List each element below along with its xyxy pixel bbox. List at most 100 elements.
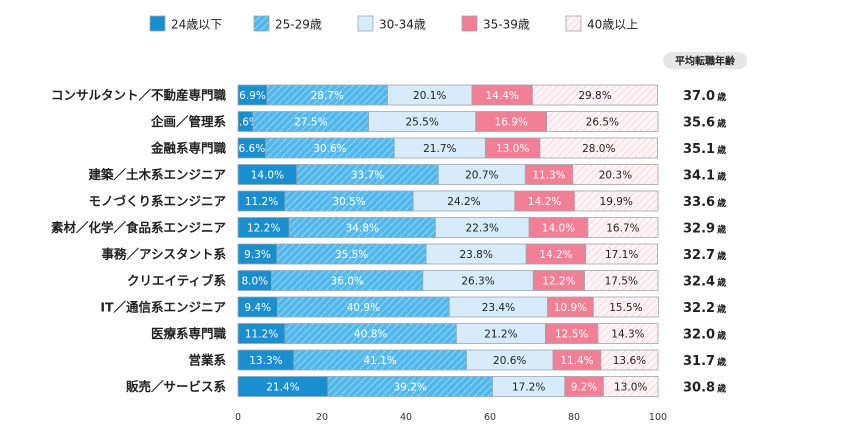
bar-segment bbox=[592, 296, 659, 318]
bar-row: IT／通信系エンジニア 9.4% 40.9% 23.4% 10.9% 15.5% 32.2 歳 bbox=[100, 296, 726, 318]
legend-item: 30-34歳 bbox=[357, 15, 426, 32]
avg-age-header-bg bbox=[663, 52, 747, 69]
data-label: 28.7% bbox=[311, 90, 344, 102]
data-label: 30.6% bbox=[313, 143, 346, 155]
category-label: 企画／管理系 bbox=[150, 114, 227, 129]
avg-age-header: 平均転職年齢 bbox=[675, 55, 736, 68]
data-label: 15.5% bbox=[609, 302, 642, 314]
bar-segment bbox=[585, 243, 658, 265]
data-label: 12.2% bbox=[542, 276, 575, 288]
data-label: 20.3% bbox=[599, 170, 632, 182]
data-label: 9.4% bbox=[244, 302, 271, 314]
data-label: 9.3% bbox=[244, 249, 271, 261]
bar-row: モノづくり系エンジニア 11.2% 30.5% 24.2% 14.2% 19.9% 33.6… bbox=[88, 190, 726, 212]
bar-row: クリエイティブ系 8.0% 36.0% 26.3% 12.2% 17.5% 32.4 歳 bbox=[127, 270, 726, 291]
data-label: 12.5% bbox=[555, 329, 588, 341]
data-label: 41.1% bbox=[363, 355, 396, 367]
bar-segment bbox=[597, 323, 659, 344]
legend-item: 25-29歳 bbox=[253, 15, 322, 32]
bar-segment bbox=[587, 217, 659, 238]
legend-swatch bbox=[461, 15, 478, 32]
data-label: 21.2% bbox=[484, 329, 517, 341]
avg-age-unit: 歳 bbox=[716, 144, 726, 156]
category-label: 営業系 bbox=[188, 353, 226, 368]
data-label: 13.6% bbox=[613, 355, 646, 367]
data-label: 6.9% bbox=[239, 90, 266, 102]
data-label: 13.0% bbox=[496, 143, 529, 155]
bar-row: 医療系専門職 11.2% 40.8% 21.2% 12.5% 14.3% 32.0 歳 bbox=[151, 323, 726, 344]
legend-swatch bbox=[149, 15, 166, 32]
data-label: 25.5% bbox=[405, 117, 438, 129]
avg-age-unit: 歳 bbox=[716, 224, 726, 236]
bar-row: 企画／管理系 3.6% 27.5% 25.5% 16.9% 26.5% 35.6 歳 bbox=[150, 111, 726, 132]
bar-row: コンサルタント／不動産専門職 6.9% 28.7% 20.1% 14.4% 29.8% 37… bbox=[51, 84, 726, 106]
avg-age-value: 32.2 歳 bbox=[683, 301, 726, 316]
data-label: 36.0% bbox=[331, 276, 364, 288]
data-label: 16.7% bbox=[606, 223, 639, 235]
avg-age-unit: 歳 bbox=[716, 303, 726, 315]
category-label: クリエイティブ系 bbox=[127, 273, 227, 288]
data-label: 28.0% bbox=[582, 143, 615, 155]
data-label: 14.4% bbox=[486, 90, 519, 102]
avg-age-value: 32.9 歳 bbox=[683, 222, 726, 237]
data-label: 14.0% bbox=[251, 170, 284, 182]
data-label: 21.4% bbox=[266, 382, 299, 394]
data-label: 11.4% bbox=[560, 355, 593, 367]
bar-row: 営業系 13.3% 41.1% 20.6% 11.4% 13.6% 31.7 歳 bbox=[188, 349, 726, 371]
category-label: 建築／土木系エンジニア bbox=[88, 167, 226, 182]
x-tick-label: 0 bbox=[235, 412, 241, 423]
avg-age-unit: 歳 bbox=[716, 171, 726, 183]
bar-row: 素材／化学／食品系エンジニア 12.2% 34.8% 22.3% 14.0% 16.7% 3… bbox=[51, 217, 726, 238]
avg-age-unit: 歳 bbox=[716, 356, 726, 368]
legend-label: 40歳以上 bbox=[587, 18, 638, 32]
bar-segment bbox=[572, 164, 659, 185]
bar-row: 建築／土木系エンジニア 14.0% 33.7% 20.7% 11.3% 20.3% 34.1… bbox=[88, 164, 726, 185]
bar-segment bbox=[546, 111, 659, 132]
data-label: 13.0% bbox=[614, 382, 647, 394]
avg-age-value: 35.6 歳 bbox=[683, 116, 726, 131]
legend-label: 24歳以下 bbox=[171, 18, 222, 32]
data-label: 20.7% bbox=[465, 170, 498, 182]
data-label: 24.2% bbox=[447, 196, 480, 208]
data-label: 11.3% bbox=[532, 170, 565, 182]
legend-item: 35-39歳 bbox=[461, 15, 530, 32]
data-label: 14.3% bbox=[611, 329, 644, 341]
chart-rows: コンサルタント／不動産専門職 6.9% 28.7% 20.1% 14.4% 29.8% 37… bbox=[51, 84, 726, 397]
category-label: IT／通信系エンジニア bbox=[100, 300, 226, 315]
bar-segment bbox=[603, 376, 659, 397]
category-label: モノづくり系エンジニア bbox=[88, 194, 226, 209]
data-label: 26.5% bbox=[586, 117, 619, 129]
category-label: 素材／化学／食品系エンジニア bbox=[51, 220, 226, 235]
legend-item: 24歳以下 bbox=[149, 15, 222, 32]
data-label: 16.9% bbox=[495, 117, 528, 129]
data-label: 27.5% bbox=[294, 117, 327, 129]
avg-age-value: 35.1 歳 bbox=[683, 142, 726, 157]
legend: 24歳以下 25-29歳 30-34歳 35-39歳 40歳以上 bbox=[149, 15, 638, 32]
legend-label: 30-34歳 bbox=[379, 18, 426, 32]
category-label: 医療系専門職 bbox=[151, 326, 227, 341]
data-label: 10.9% bbox=[554, 302, 587, 314]
data-label: 33.7% bbox=[351, 170, 384, 182]
bar-segment bbox=[532, 84, 658, 106]
legend-label: 25-29歳 bbox=[275, 18, 322, 32]
avg-age-unit: 歳 bbox=[716, 250, 726, 262]
avg-age-value: 33.6 歳 bbox=[683, 195, 726, 210]
data-label: 34.8% bbox=[346, 223, 379, 235]
data-label: 11.2% bbox=[245, 329, 278, 341]
data-label: 23.4% bbox=[482, 302, 515, 314]
bar-row: 事務／アシスタント系 9.3% 35.5% 23.8% 14.2% 17.1% 32.7 歳 bbox=[101, 243, 726, 265]
data-label: 35.5% bbox=[335, 249, 368, 261]
legend-swatch bbox=[565, 15, 582, 32]
data-label: 17.5% bbox=[605, 276, 638, 288]
avg-age-header-badge: 平均転職年齢 bbox=[663, 52, 747, 69]
legend-swatch bbox=[357, 15, 374, 32]
x-tick-label: 100 bbox=[649, 412, 667, 423]
x-axis: 0 20 40 60 80 100 bbox=[235, 412, 667, 423]
data-label: 9.2% bbox=[571, 382, 598, 394]
avg-age-unit: 歳 bbox=[716, 383, 726, 395]
x-tick-label: 80 bbox=[568, 412, 580, 423]
data-label: 17.2% bbox=[512, 382, 545, 394]
data-label: 12.2% bbox=[247, 223, 280, 235]
data-label: 40.8% bbox=[354, 329, 387, 341]
